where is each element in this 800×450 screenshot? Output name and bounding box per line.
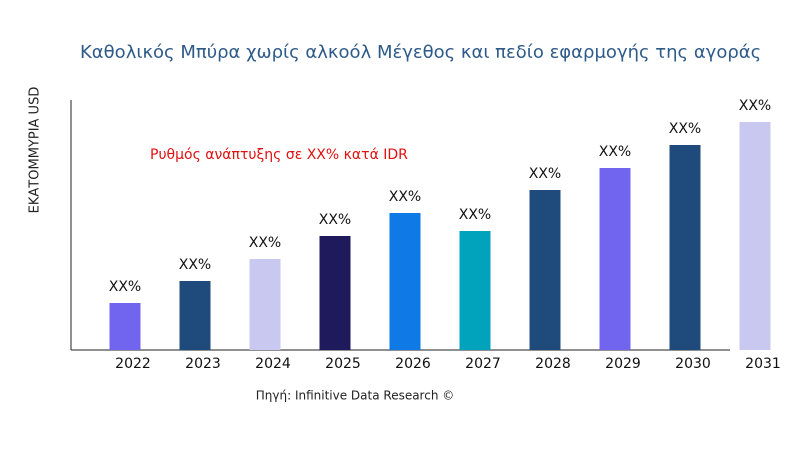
chart-title: Καθολικός Μπύρα χωρίς αλκοόλ Μέγεθος και… bbox=[80, 42, 761, 63]
bar bbox=[669, 145, 701, 350]
bar bbox=[319, 236, 351, 350]
bar bbox=[599, 168, 631, 350]
x-tick-label: 2028 bbox=[535, 356, 571, 372]
bar bbox=[459, 231, 491, 350]
x-tick-label: 2025 bbox=[325, 356, 361, 372]
value-label: XX% bbox=[249, 235, 281, 251]
value-label: XX% bbox=[389, 189, 421, 205]
bar bbox=[739, 122, 771, 350]
y-axis-label: ΕΚΑΤΟΜΜΥΡΙΑ USD bbox=[28, 87, 43, 214]
x-tick-label: 2027 bbox=[465, 356, 501, 372]
value-label: XX% bbox=[109, 279, 141, 295]
bar bbox=[179, 281, 211, 350]
value-label: XX% bbox=[319, 212, 351, 228]
x-tick-label: 2031 bbox=[745, 356, 781, 372]
value-label: XX% bbox=[599, 144, 631, 160]
value-label: XX% bbox=[669, 121, 701, 137]
bar bbox=[529, 190, 561, 350]
x-tick-label: 2023 bbox=[185, 356, 221, 372]
value-label: XX% bbox=[739, 98, 771, 114]
x-tick-label: 2024 bbox=[255, 356, 291, 372]
value-label: XX% bbox=[529, 166, 561, 182]
bar bbox=[389, 213, 421, 350]
value-label: XX% bbox=[459, 207, 491, 223]
annotation: Ρυθμός ανάπτυξης σε XX% κατά IDR bbox=[150, 147, 408, 163]
value-label: XX% bbox=[179, 257, 211, 273]
bar bbox=[249, 259, 281, 350]
x-tick-label: 2030 bbox=[675, 356, 711, 372]
x-tick-label: 2029 bbox=[605, 356, 641, 372]
source: Πηγή: Infinitive Data Research © bbox=[256, 389, 455, 403]
x-tick-label: 2026 bbox=[395, 356, 431, 372]
x-tick-label: 2022 bbox=[115, 356, 151, 372]
bar bbox=[109, 303, 141, 350]
